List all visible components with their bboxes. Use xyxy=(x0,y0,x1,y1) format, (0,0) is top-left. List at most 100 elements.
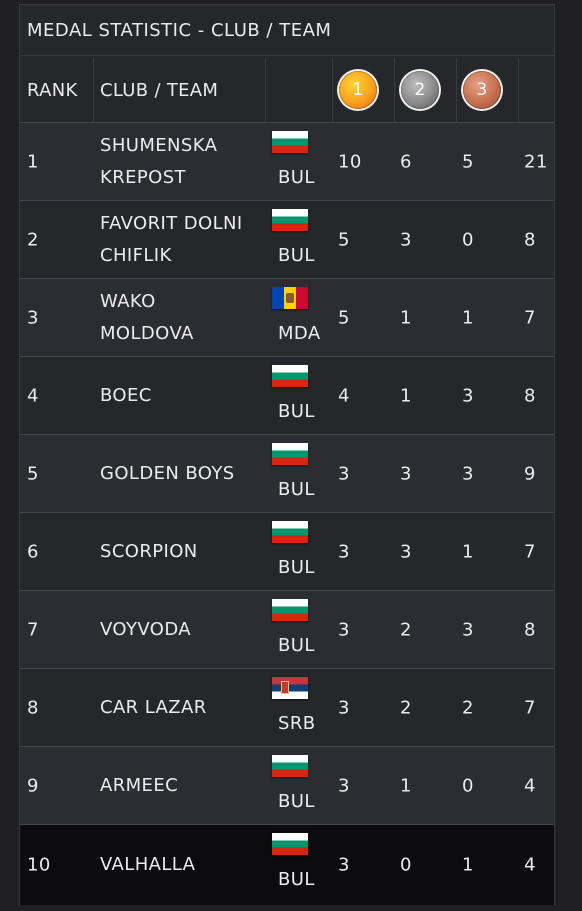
club-name-cell: GOLDEN BOYS xyxy=(100,462,235,484)
serbia-emblem-icon xyxy=(281,681,289,694)
silver-count-cell: 0 xyxy=(400,854,412,876)
total-count-cell: 7 xyxy=(524,697,536,718)
bronze-count-cell: 3 xyxy=(462,619,474,640)
country-code-cell: BUL xyxy=(278,167,315,188)
gold-count-cell: 3 xyxy=(338,854,350,876)
silver-count-cell: 6 xyxy=(400,151,412,172)
bronze-count-cell: 1 xyxy=(462,541,474,562)
gold-count-cell: 5 xyxy=(338,307,350,328)
table-row[interactable]: 6 SCORPION BUL 3 3 1 7 xyxy=(20,512,554,590)
silver-count-cell: 1 xyxy=(400,385,412,406)
country-flag-icon xyxy=(272,599,308,621)
bronze-count-cell: 0 xyxy=(462,229,474,250)
country-flag-icon xyxy=(272,365,308,387)
medal-statistic-panel: MEDAL STATISTIC - CLUB / TEAM RANK CLUB … xyxy=(19,4,555,905)
club-name-cell: WAKO MOLDOVA xyxy=(100,290,194,344)
bronze-count-cell: 3 xyxy=(462,385,474,406)
header-rank: RANK xyxy=(27,79,78,101)
club-name-cell: BOEC xyxy=(100,384,152,406)
silver-count-cell: 3 xyxy=(400,229,412,250)
table-row[interactable]: 5 GOLDEN BOYS BUL 3 3 3 9 xyxy=(20,434,554,512)
country-flag-icon xyxy=(272,443,308,465)
table-row[interactable]: 9 ARMEEC BUL 3 1 0 4 xyxy=(20,746,554,824)
club-name-cell: VALHALLA xyxy=(100,854,196,875)
bronze-count-cell: 3 xyxy=(462,463,474,484)
country-flag-icon xyxy=(272,833,308,855)
total-count-cell: 4 xyxy=(524,775,536,796)
country-code-cell: BUL xyxy=(278,245,315,266)
bronze-medal-icon: 3 xyxy=(463,71,501,109)
header-silver: 2 xyxy=(394,58,456,122)
rank-cell: 10 xyxy=(27,854,51,876)
total-count-cell: 8 xyxy=(524,229,536,250)
header-country xyxy=(265,58,332,122)
rank-cell: 5 xyxy=(27,463,39,484)
table-row[interactable]: 7 VOYVODA BUL 3 2 3 8 xyxy=(20,590,554,668)
country-flag-icon xyxy=(272,677,308,699)
gold-count-cell: 4 xyxy=(338,385,350,406)
gold-count-cell: 5 xyxy=(338,229,350,250)
club-name-cell: SCORPION xyxy=(100,540,198,562)
bronze-count-cell: 1 xyxy=(462,854,474,876)
gold-count-cell: 3 xyxy=(338,463,350,484)
club-name-cell: FAVORIT DOLNI CHIFLIK xyxy=(100,212,243,266)
country-code-cell: BUL xyxy=(278,401,315,422)
header-bronze: 3 xyxy=(456,58,518,122)
rank-cell: 9 xyxy=(27,775,39,796)
gold-count-cell: 3 xyxy=(338,541,350,562)
club-name-cell: ARMEEC xyxy=(100,774,179,796)
medal-table-body: 1 SHUMENSKA KREPOST BUL 10 6 5 21 2 FAVO… xyxy=(20,122,554,905)
gold-count-cell: 10 xyxy=(338,151,362,172)
country-code-cell: MDA xyxy=(278,323,321,344)
country-flag-icon xyxy=(272,287,308,309)
silver-medal-icon: 2 xyxy=(401,71,439,109)
total-count-cell: 21 xyxy=(524,151,548,172)
rank-cell: 7 xyxy=(27,619,39,640)
silver-count-cell: 1 xyxy=(400,775,412,796)
club-name-cell: SHUMENSKA KREPOST xyxy=(100,134,218,188)
total-count-cell: 9 xyxy=(524,463,536,484)
country-code-cell: BUL xyxy=(278,479,315,500)
bronze-count-cell: 5 xyxy=(462,151,474,172)
gold-count-cell: 3 xyxy=(338,775,350,796)
rank-cell: 2 xyxy=(27,229,39,250)
country-code-cell: BUL xyxy=(278,635,315,656)
club-name-cell: VOYVODA xyxy=(100,618,191,640)
silver-count-cell: 2 xyxy=(400,697,412,718)
rank-cell: 4 xyxy=(27,385,39,406)
table-row[interactable]: 1 SHUMENSKA KREPOST BUL 10 6 5 21 xyxy=(20,122,554,200)
rank-cell: 3 xyxy=(27,307,39,328)
country-code-cell: BUL xyxy=(278,557,315,578)
total-count-cell: 8 xyxy=(524,619,536,640)
silver-count-cell: 2 xyxy=(400,619,412,640)
bronze-count-cell: 1 xyxy=(462,307,474,328)
table-row[interactable]: 10 VALHALLA BUL 3 0 1 4 xyxy=(20,824,554,905)
silver-count-cell: 1 xyxy=(400,307,412,328)
rank-cell: 6 xyxy=(27,541,39,562)
country-code-cell: SRB xyxy=(278,713,316,734)
country-flag-icon xyxy=(272,131,308,153)
total-count-cell: 7 xyxy=(524,307,536,328)
total-count-cell: 4 xyxy=(524,854,536,876)
bronze-count-cell: 0 xyxy=(462,775,474,796)
silver-count-cell: 3 xyxy=(400,541,412,562)
country-flag-icon xyxy=(272,521,308,543)
table-row[interactable]: 2 FAVORIT DOLNI CHIFLIK BUL 5 3 0 8 xyxy=(20,200,554,278)
moldova-emblem-icon xyxy=(286,293,294,303)
table-row[interactable]: 8 CAR LAZAR SRB 3 2 2 7 xyxy=(20,668,554,746)
country-flag-icon xyxy=(272,755,308,777)
gold-count-cell: 3 xyxy=(338,697,350,718)
bronze-count-cell: 2 xyxy=(462,697,474,718)
club-name-cell: CAR LAZAR xyxy=(100,696,207,718)
table-row[interactable]: 3 WAKO MOLDOVA MDA 5 1 1 7 xyxy=(20,278,554,356)
country-flag-icon xyxy=(272,209,308,231)
gold-count-cell: 3 xyxy=(338,619,350,640)
header-club: CLUB / TEAM xyxy=(93,58,265,122)
country-code-cell: BUL xyxy=(278,791,315,812)
country-code-cell: BUL xyxy=(278,869,315,890)
total-count-cell: 7 xyxy=(524,541,536,562)
gold-medal-icon: 1 xyxy=(339,71,377,109)
table-row[interactable]: 4 BOEC BUL 4 1 3 8 xyxy=(20,356,554,434)
silver-count-cell: 3 xyxy=(400,463,412,484)
table-header: RANK CLUB / TEAM 1 2 3 xyxy=(20,58,554,122)
